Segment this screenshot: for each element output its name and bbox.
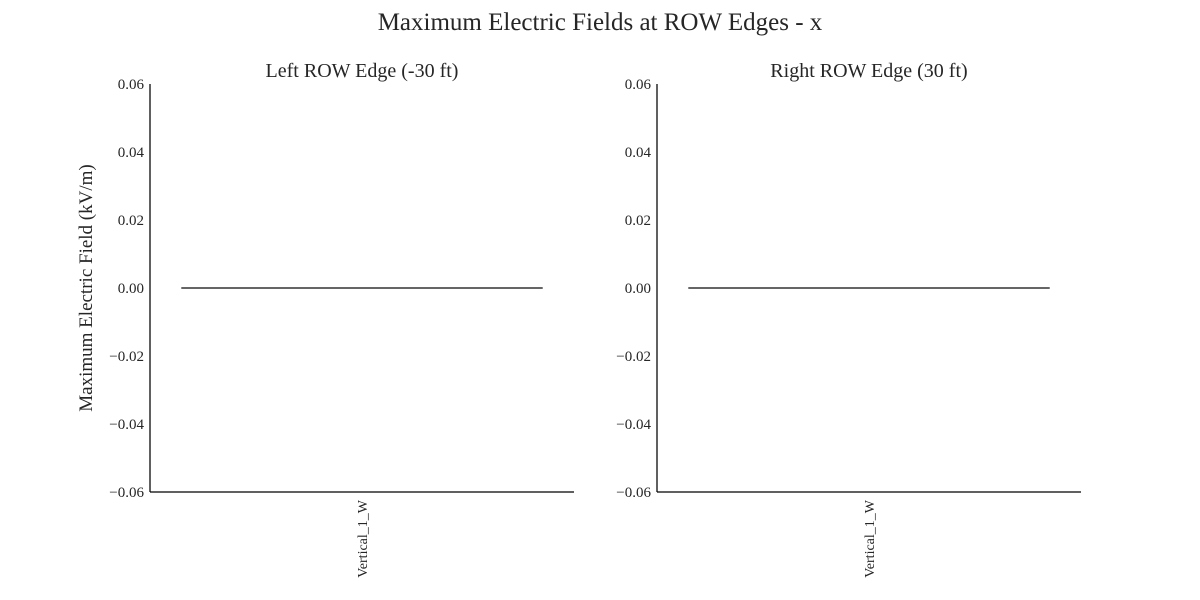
left-y-tick-label: 0.06	[118, 77, 145, 93]
right-y-tick-label: −0.04	[616, 417, 651, 433]
left-y-tick-label: 0.02	[118, 213, 144, 229]
left-y-tick-label: 0.00	[118, 281, 144, 297]
left-panel-title: Left ROW Edge (-30 ft)	[266, 60, 459, 82]
y-axis-label: Maximum Electric Field (kV/m)	[76, 164, 97, 411]
left-x-ticks: Vertical_1_W	[356, 499, 371, 578]
right-y-tick-label: 0.00	[625, 281, 651, 297]
right-x-ticks: Vertical_1_W	[863, 499, 878, 578]
right-x-tick-label: Vertical_1_W	[863, 499, 878, 578]
figure-title: Maximum Electric Fields at ROW Edges - x	[378, 9, 823, 36]
left-y-tick-label: −0.04	[109, 417, 144, 433]
left-y-tick-label: 0.04	[118, 145, 145, 161]
right-y-ticks: 0.06 0.04 0.02 0.00 −0.02 −0.04 −0.06	[616, 77, 651, 501]
left-y-ticks: 0.06 0.04 0.02 0.00 −0.02 −0.04 −0.06	[109, 77, 144, 501]
right-y-tick-label: 0.02	[625, 213, 651, 229]
right-panel-title: Right ROW Edge (30 ft)	[770, 60, 967, 82]
left-row-edge-panel: Left ROW Edge (-30 ft) 0.06 0.04 0.02 0.00 −…	[109, 60, 574, 578]
right-row-edge-panel: Right ROW Edge (30 ft) 0.06 0.04 0.02 0.00 −…	[616, 60, 1081, 578]
right-y-tick-label: 0.04	[625, 145, 652, 161]
left-y-tick-label: −0.06	[109, 485, 144, 501]
right-y-tick-label: −0.06	[616, 485, 651, 501]
right-y-tick-label: −0.02	[616, 349, 651, 365]
left-x-tick-label: Vertical_1_W	[356, 499, 371, 578]
right-y-tick-label: 0.06	[625, 77, 652, 93]
left-y-tick-label: −0.02	[109, 349, 144, 365]
